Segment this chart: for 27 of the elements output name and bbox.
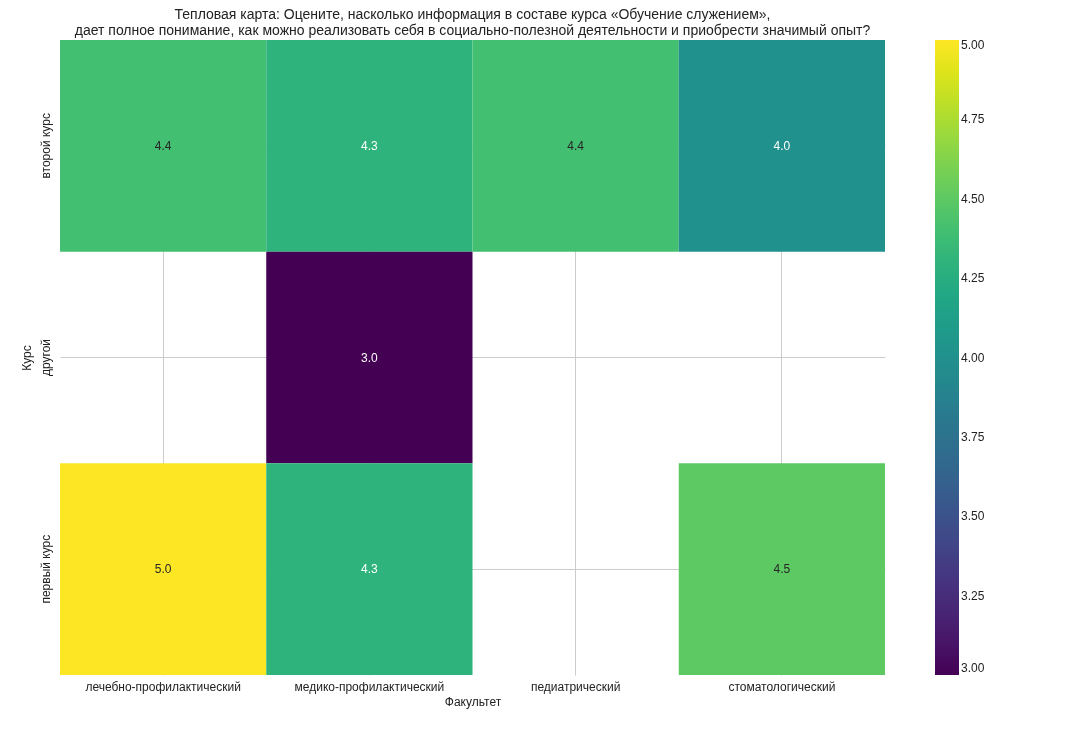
color-bar-label: 4.00 [961,350,985,365]
data-label: 4.0 [773,138,791,153]
color-bar-label: 4.75 [961,112,985,127]
x-tick-label: лечебно-профилактический [85,679,241,694]
color-bar-label: 3.75 [961,429,985,444]
data-label: 4.3 [361,138,379,153]
data-label: 4.4 [567,138,585,153]
data-label: 4.4 [154,138,172,153]
data-label: 4.3 [361,562,379,577]
x-tick-label: педиатрический [530,679,621,694]
x-tick-label: медико-профилактический [294,679,445,694]
x-tick-label: стоматологический [728,679,836,694]
color-bar-label: 4.25 [961,271,985,286]
chart-title: Тепловая карта: Оцените, насколько информация в составе курса «Обучение служением», дает полное понимание, как можно реализовать себя в социально-полезной деятельности и приобрести значимый опыт? [74,6,871,38]
x-axis-title: Факультет [444,694,502,709]
color-bar-label: 3.00 [961,661,985,675]
data-label: 5.0 [154,562,172,577]
data-label: 3.0 [361,350,379,365]
color-bar-label: 5.00 [961,38,985,52]
y-tick-label: второй курс [38,113,53,179]
color-bar-label: 4.50 [961,191,985,206]
y-tick-label: другой [38,338,53,377]
y-tick-label: первый курс [38,534,53,604]
color-bar-label: 3.25 [961,588,985,603]
data-label: 4.5 [773,562,791,577]
color-bar-label: 3.50 [961,509,985,524]
y-axis-title: Курс [19,345,34,371]
